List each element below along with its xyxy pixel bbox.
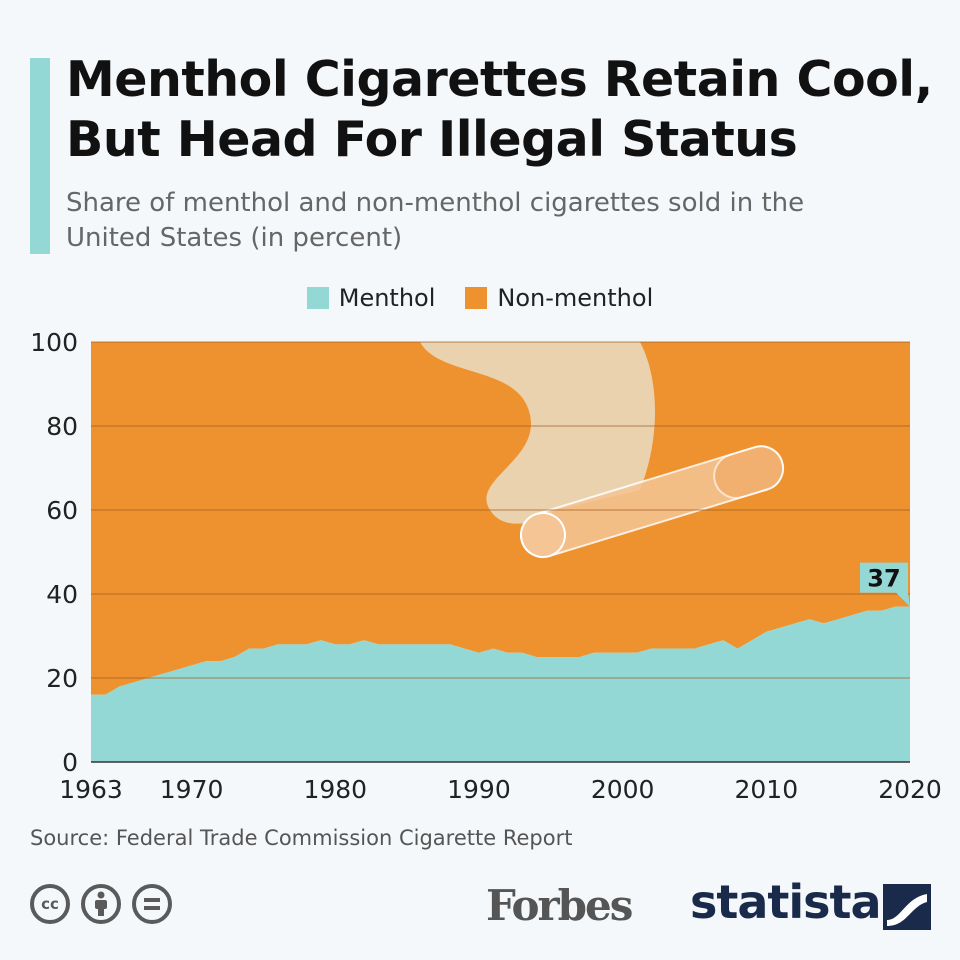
x-tick-label: 2020 bbox=[878, 775, 942, 804]
y-tick-label: 0 bbox=[62, 748, 78, 777]
cigarette-icon bbox=[520, 445, 785, 558]
x-tick-label: 2010 bbox=[735, 775, 799, 804]
legend-item-non-menthol: Non-menthol bbox=[465, 284, 653, 312]
attribution-icon bbox=[81, 884, 121, 924]
y-tick-label: 40 bbox=[46, 580, 78, 609]
source-note: Source: Federal Trade Commission Cigaret… bbox=[30, 826, 573, 850]
y-tick-label: 20 bbox=[46, 664, 78, 693]
legend: Menthol Non-menthol bbox=[0, 281, 960, 315]
cigarette-illustration bbox=[420, 342, 785, 558]
statista-logo-icon bbox=[883, 884, 931, 930]
statista-logo-text: statista bbox=[690, 875, 882, 929]
series-area-menthol bbox=[91, 606, 910, 762]
chart-subtitle: Share of menthol and non-menthol cigaret… bbox=[66, 188, 805, 253]
x-tick-label: 1963 bbox=[59, 775, 123, 804]
x-tick-label: 1980 bbox=[303, 775, 367, 804]
x-tick-label: 2000 bbox=[591, 775, 655, 804]
forbes-logo: Forbes bbox=[486, 881, 633, 930]
area-chart: 0 20 40 60 80 100 1963 1970 1980 1990 2000 2010 202… bbox=[30, 328, 942, 804]
x-tick-label: 1990 bbox=[447, 775, 511, 804]
value-callout-box bbox=[860, 562, 910, 607]
value-callout-label: 37 bbox=[867, 565, 900, 593]
license-icons: cc bbox=[30, 884, 172, 924]
no-derivatives-icon bbox=[132, 884, 172, 924]
accent-bar bbox=[30, 58, 50, 254]
y-tick-label: 80 bbox=[46, 412, 78, 441]
legend-item-menthol: Menthol bbox=[306, 284, 436, 312]
y-tick-label: 100 bbox=[30, 328, 78, 357]
smoke-plume bbox=[420, 342, 655, 524]
x-tick-label: 1970 bbox=[160, 775, 224, 804]
legend-swatch-non-menthol bbox=[465, 287, 488, 309]
legend-label-menthol: Menthol bbox=[338, 284, 436, 312]
y-tick-label: 60 bbox=[46, 496, 78, 525]
cc-icon: cc bbox=[30, 884, 70, 924]
legend-label-non-menthol: Non-menthol bbox=[497, 284, 654, 312]
chart-title: Menthol Cigarettes Retain Cool, But Head… bbox=[66, 51, 933, 168]
legend-swatch-menthol bbox=[306, 287, 329, 309]
